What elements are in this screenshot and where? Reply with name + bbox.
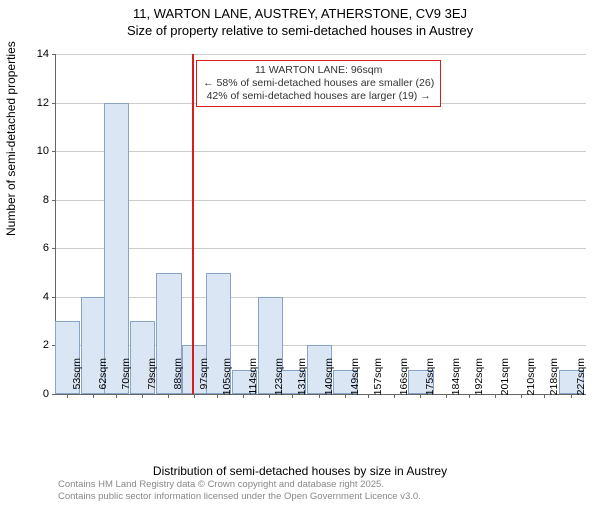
xtick-mark xyxy=(420,394,421,398)
xtick-mark xyxy=(319,394,320,398)
xtick-label: 184sqm xyxy=(450,358,462,398)
gridline xyxy=(56,248,586,249)
xtick-mark xyxy=(93,394,94,398)
xtick-mark xyxy=(544,394,545,398)
xtick-mark xyxy=(194,394,195,398)
xtick-mark xyxy=(217,394,218,398)
annotation-line2: ← 58% of semi-detached houses are smalle… xyxy=(203,77,434,90)
xtick-label: 210sqm xyxy=(525,358,537,398)
xtick-label: 123sqm xyxy=(273,358,285,398)
footer-line2: Contains public sector information licen… xyxy=(58,491,421,502)
ytick-mark xyxy=(52,54,56,55)
ytick-label: 4 xyxy=(43,291,49,303)
xtick-label: 88sqm xyxy=(172,358,184,398)
footer-line1: Contains HM Land Registry data © Crown c… xyxy=(58,479,421,490)
plot-region: 11 WARTON LANE: 96sqm← 58% of semi-detac… xyxy=(55,54,586,395)
xtick-label: 227sqm xyxy=(575,358,587,398)
ytick-label: 12 xyxy=(37,97,49,109)
annotation-line1: 11 WARTON LANE: 96sqm xyxy=(203,64,434,77)
gridline xyxy=(56,151,586,152)
xtick-label: 157sqm xyxy=(372,358,384,398)
reference-line xyxy=(192,54,194,394)
ytick-mark xyxy=(52,394,56,395)
ytick-label: 0 xyxy=(43,388,49,400)
annotation-line3: 42% of semi-detached houses are larger (… xyxy=(203,90,434,103)
ytick-label: 6 xyxy=(43,242,49,254)
xtick-label: 201sqm xyxy=(499,358,511,398)
xtick-label: 62sqm xyxy=(97,358,109,398)
xtick-mark xyxy=(67,394,68,398)
xtick-label: 114sqm xyxy=(247,358,259,398)
ytick-label: 10 xyxy=(37,145,49,157)
xtick-label: 192sqm xyxy=(473,358,485,398)
chart-area: 11 WARTON LANE: 96sqm← 58% of semi-detac… xyxy=(55,54,585,434)
xtick-mark xyxy=(571,394,572,398)
attribution-footer: Contains HM Land Registry data © Crown c… xyxy=(58,479,421,502)
xtick-mark xyxy=(243,394,244,398)
xtick-label: 53sqm xyxy=(71,358,83,398)
xtick-mark xyxy=(142,394,143,398)
xtick-label: 79sqm xyxy=(146,358,158,398)
xtick-label: 218sqm xyxy=(548,358,560,398)
ytick-label: 2 xyxy=(43,339,49,351)
gridline xyxy=(56,200,586,201)
gridline xyxy=(56,54,586,55)
xtick-mark xyxy=(269,394,270,398)
xtick-label: 140sqm xyxy=(323,358,335,398)
chart-title-line1: 11, WARTON LANE, AUSTREY, ATHERSTONE, CV… xyxy=(0,6,600,21)
xtick-mark xyxy=(292,394,293,398)
ytick-mark xyxy=(52,151,56,152)
xtick-label: 97sqm xyxy=(198,358,210,398)
xtick-mark xyxy=(469,394,470,398)
ytick-mark xyxy=(52,297,56,298)
xtick-mark xyxy=(495,394,496,398)
xtick-mark xyxy=(446,394,447,398)
xtick-label: 175sqm xyxy=(424,358,436,398)
xtick-mark xyxy=(345,394,346,398)
xtick-label: 166sqm xyxy=(398,358,410,398)
ytick-mark xyxy=(52,103,56,104)
ytick-label: 14 xyxy=(37,48,49,60)
xtick-label: 131sqm xyxy=(296,358,308,398)
histogram-bar xyxy=(104,103,129,394)
xtick-label: 149sqm xyxy=(349,358,361,398)
gridline xyxy=(56,297,586,298)
y-axis-label: Number of semi-detached properties xyxy=(4,41,18,236)
ytick-mark xyxy=(52,200,56,201)
xtick-mark xyxy=(168,394,169,398)
xtick-mark xyxy=(116,394,117,398)
xtick-mark xyxy=(521,394,522,398)
ytick-label: 8 xyxy=(43,194,49,206)
xtick-label: 105sqm xyxy=(221,358,233,398)
chart-title-line2: Size of property relative to semi-detach… xyxy=(0,23,600,38)
x-axis-label: Distribution of semi-detached houses by … xyxy=(0,464,600,478)
xtick-label: 70sqm xyxy=(120,358,132,398)
annotation-box: 11 WARTON LANE: 96sqm← 58% of semi-detac… xyxy=(196,60,441,107)
xtick-mark xyxy=(368,394,369,398)
ytick-mark xyxy=(52,248,56,249)
xtick-mark xyxy=(394,394,395,398)
